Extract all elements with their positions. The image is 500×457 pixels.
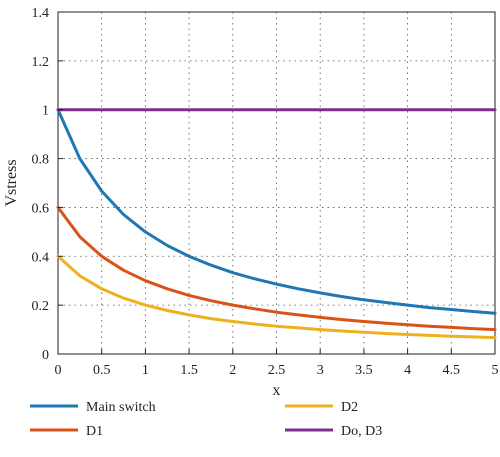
legend-item: D2 <box>285 400 358 415</box>
series-line-1 <box>56 205 497 332</box>
x-tick-label: 4.5 <box>443 363 461 378</box>
y-tick-label: 0.4 <box>32 250 50 265</box>
y-tick-label: 0.2 <box>32 299 50 314</box>
legend-label: Do, D3 <box>341 424 382 439</box>
x-tick-label: 1.5 <box>180 363 198 378</box>
grid-lines <box>58 12 495 354</box>
x-axis-label: x <box>273 382 281 399</box>
series-layer <box>56 108 497 340</box>
x-tick-label: 4 <box>404 363 411 378</box>
y-tick-label: 0.6 <box>32 201 50 216</box>
series-line-2 <box>56 254 497 340</box>
x-axis-ticks: 0 0.5 1 1.5 2 2.5 3 3.5 4 4.5 5 <box>55 349 499 378</box>
y-tick-label: 1 <box>42 104 49 119</box>
y-tick-label: 1.2 <box>32 55 50 70</box>
x-tick-label: 0 <box>55 363 62 378</box>
y-tick-label: 0.8 <box>32 153 50 168</box>
y-tick-label: 1.4 <box>32 6 50 21</box>
legend-item: D1 <box>30 424 103 439</box>
legend-item: Do, D3 <box>285 424 382 439</box>
y-tick-label: 0 <box>42 348 49 363</box>
y-axis-label: Vstress <box>3 159 20 206</box>
legend: Main switch D1 D2 Do, D3 <box>30 400 382 439</box>
legend-label: D2 <box>341 400 358 415</box>
y-axis-ticks: 0 0.2 0.4 0.6 0.8 1 1.2 1.4 <box>32 6 63 363</box>
x-tick-label: 2.5 <box>268 363 286 378</box>
x-tick-label: 1 <box>142 363 149 378</box>
x-tick-label: 3 <box>317 363 324 378</box>
legend-label: Main switch <box>86 400 156 415</box>
x-tick-label: 0.5 <box>93 363 111 378</box>
x-tick-label: 5 <box>492 363 499 378</box>
legend-label: D1 <box>86 424 103 439</box>
series-line-0 <box>56 108 497 315</box>
x-tick-label: 3.5 <box>355 363 373 378</box>
legend-item: Main switch <box>30 400 156 415</box>
x-tick-label: 2 <box>229 363 236 378</box>
